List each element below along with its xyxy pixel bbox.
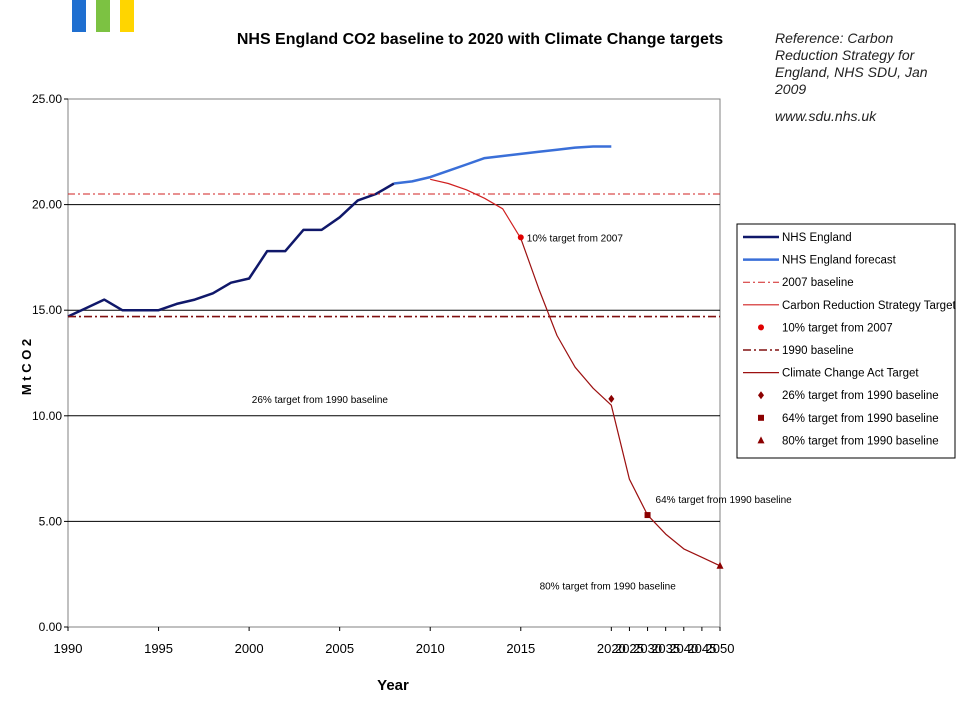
x-tick-label: 2045: [687, 641, 716, 656]
x-tick-label: 2000: [235, 641, 264, 656]
legend-label: Carbon Reduction Strategy Target: [782, 300, 956, 312]
x-tick-label: 2015: [506, 641, 535, 656]
legend-label: 26% target from 1990 baseline: [782, 390, 939, 402]
plot-area: [67, 98, 721, 628]
x-tick-label: 2025: [615, 641, 644, 656]
y-tick-label: 10.00: [32, 409, 62, 423]
x-tick-label: 1995: [144, 641, 173, 656]
y-tick-label: 5.00: [39, 514, 63, 528]
logo-bar-green: [96, 0, 110, 32]
x-tick-label: 2030: [633, 641, 662, 656]
marker-64-target-from-1990-baseline: [644, 512, 651, 519]
series-climate-change-act-target: [520, 238, 721, 567]
series-nhs-england: [67, 182, 395, 318]
legend-entry: NHS England: [743, 232, 852, 244]
logo-bar-blue: [72, 0, 86, 32]
legend-label: 80% target from 1990 baseline: [782, 435, 939, 447]
x-tick-label: 2005: [325, 641, 354, 656]
x-tick-label: 2040: [669, 641, 698, 656]
legend-entry: 2007 baseline: [743, 277, 854, 289]
legend-swatch: [758, 324, 764, 331]
legend-entry: Carbon Reduction Strategy Target: [743, 300, 956, 312]
legend-entry: 64% target from 1990 baseline: [758, 413, 939, 425]
marker-80-target-from-1990-baseline: [716, 561, 724, 569]
legend-entry: 1990 baseline: [743, 345, 854, 357]
annotation-label: 10% target from 2007: [527, 233, 624, 244]
legend-label: 1990 baseline: [782, 345, 854, 357]
legend-entry: 10% target from 2007: [758, 322, 893, 334]
marker-26-target-from-1990-baseline: [608, 394, 615, 403]
series-nhs-england-forecast: [393, 145, 612, 185]
x-tick-label: 2010: [416, 641, 445, 656]
reference-note: Reference: Carbon Reduction Strategy for…: [775, 30, 955, 135]
legend-label: 2007 baseline: [782, 277, 854, 289]
legend-label: NHS England forecast: [782, 255, 897, 267]
annotation-label: 80% target from 1990 baseline: [540, 581, 677, 592]
x-tick-label: 2020: [597, 641, 626, 656]
x-tick-label: 1990: [54, 641, 83, 656]
logo: [72, 0, 136, 32]
legend-entry: 80% target from 1990 baseline: [757, 435, 939, 447]
series-carbon-reduction-strategy-target: [430, 178, 522, 239]
x-axis-label: Year: [377, 677, 409, 694]
x-tick-label: 2050: [706, 641, 735, 656]
x-tick-label: 2035: [651, 641, 680, 656]
reference-url: www.sdu.nhs.uk: [775, 108, 877, 124]
legend-label: 10% target from 2007: [782, 322, 893, 334]
marker-10-target-from-2007: [517, 234, 524, 241]
y-tick-label: 25.00: [32, 92, 62, 106]
y-tick-label: 15.00: [32, 303, 62, 317]
y-tick-label: 0.00: [39, 620, 63, 634]
logo-bar-yellow: [120, 0, 134, 32]
legend-swatch: [758, 391, 764, 400]
legend-label: 64% target from 1990 baseline: [782, 413, 939, 425]
legend-entry: Climate Change Act Target: [743, 368, 919, 380]
legend-entry: 26% target from 1990 baseline: [758, 390, 939, 402]
chart-title: NHS England CO2 baseline to 2020 with Cl…: [237, 31, 723, 48]
legend-label: Climate Change Act Target: [782, 368, 919, 380]
y-axis-label: M t C O 2: [19, 339, 34, 395]
reference-citation: Reference: Carbon Reduction Strategy for…: [775, 30, 928, 97]
legend-swatch: [758, 414, 764, 421]
legend-swatch: [757, 436, 765, 444]
annotation-label: 26% target from 1990 baseline: [252, 395, 389, 406]
y-tick-label: 20.00: [32, 198, 62, 212]
legend-box: [736, 223, 956, 459]
legend-entry: NHS England forecast: [743, 255, 897, 267]
annotation-label: 64% target from 1990 baseline: [656, 495, 793, 506]
legend-label: NHS England: [782, 232, 852, 244]
